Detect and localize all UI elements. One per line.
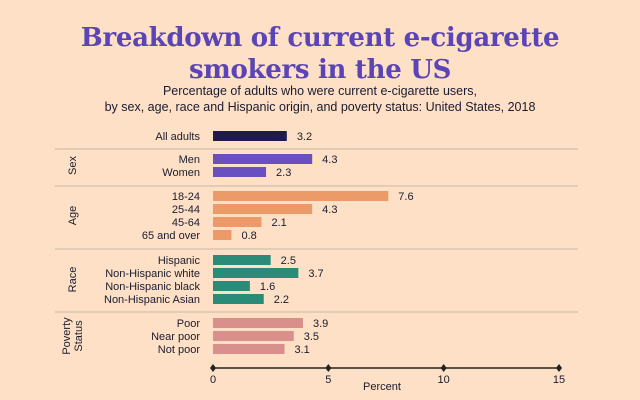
x-tick-label-0: 0: [210, 374, 216, 386]
bar-not-poor: [213, 344, 285, 354]
x-tick-label-5: 5: [325, 374, 331, 386]
group-label-poverty-status: PovertyStatus: [61, 317, 85, 355]
category-label-men: Men: [179, 154, 200, 166]
x-tick-marker: [325, 364, 332, 372]
x-tick-marker: [556, 364, 562, 372]
data-label-65-and-over: 0.8: [241, 230, 256, 242]
data-label-25-44: 4.3: [322, 204, 337, 216]
group-label-line: Status: [73, 320, 85, 352]
bar-women: [213, 167, 267, 177]
bar-poor: [213, 318, 303, 328]
x-tick-label-10: 10: [438, 374, 450, 386]
data-label-non-hispanic-asian: 2.2: [274, 294, 289, 306]
data-label-non-hispanic-black: 1.6: [260, 281, 275, 293]
x-tick-marker: [210, 364, 216, 372]
data-label-hispanic: 2.5: [281, 255, 296, 267]
category-label-non-hispanic-black: Non-Hispanic black: [105, 281, 200, 293]
chart-title-line-2: smokers in the US: [188, 55, 452, 85]
chart-subtitle: Percentage of adults who were current e-…: [0, 83, 640, 115]
data-label-women: 2.3: [276, 167, 291, 179]
category-label-not-poor: Not poor: [158, 344, 201, 356]
category-label-65-and-over: 65 and over: [142, 230, 200, 242]
category-label-all-adults: All adults: [155, 131, 200, 143]
x-axis-title: Percent: [363, 381, 401, 393]
chart-title: Breakdown of current e-cigarette smokers…: [0, 22, 640, 86]
group-label-sex: Sex: [67, 156, 79, 175]
category-label-hispanic: Hispanic: [158, 255, 201, 267]
chart-title-line-1: Breakdown of current e-cigarette: [80, 23, 560, 53]
category-label-45-64: 45-64: [172, 217, 200, 229]
x-tick-label-15: 15: [553, 374, 565, 386]
bar-non-hispanic-black: [213, 281, 250, 291]
data-label-18-24: 7.6: [398, 191, 413, 203]
category-label-non-hispanic-white: Non-Hispanic white: [105, 268, 200, 280]
category-label-18-24: 18-24: [172, 191, 200, 203]
bar-non-hispanic-asian: [213, 294, 264, 304]
bar-45-64: [213, 217, 262, 227]
bar-all-adults: [213, 131, 287, 141]
data-label-45-64: 2.1: [271, 217, 286, 229]
category-label-non-hispanic-asian: Non-Hispanic Asian: [104, 294, 200, 306]
x-tick-marker: [440, 364, 447, 372]
bar-18-24: [213, 191, 389, 201]
bar-men: [213, 154, 313, 164]
bar-non-hispanic-white: [213, 268, 299, 278]
data-label-all-adults: 3.2: [297, 131, 312, 143]
group-label-race: Race: [67, 267, 79, 293]
group-label-line: Poverty: [61, 317, 73, 355]
bar-near-poor: [213, 331, 294, 341]
group-label-age: Age: [67, 206, 79, 226]
bar-hispanic: [213, 255, 271, 265]
chart-subtitle-line-1: Percentage of adults who were current e-…: [162, 84, 478, 98]
data-label-non-hispanic-white: 3.7: [308, 268, 323, 280]
category-label-near-poor: Near poor: [151, 331, 200, 343]
category-label-women: Women: [162, 167, 200, 179]
chart-subtitle-line-2: by sex, age, race and Hispanic origin, a…: [104, 100, 536, 114]
data-label-men: 4.3: [322, 154, 337, 166]
data-label-poor: 3.9: [313, 318, 328, 330]
category-label-25-44: 25-44: [172, 204, 200, 216]
bar-65-and-over: [213, 230, 232, 240]
data-label-not-poor: 3.1: [295, 344, 310, 356]
data-label-near-poor: 3.5: [304, 331, 319, 343]
category-label-poor: Poor: [177, 318, 201, 330]
bar-25-44: [213, 204, 313, 214]
